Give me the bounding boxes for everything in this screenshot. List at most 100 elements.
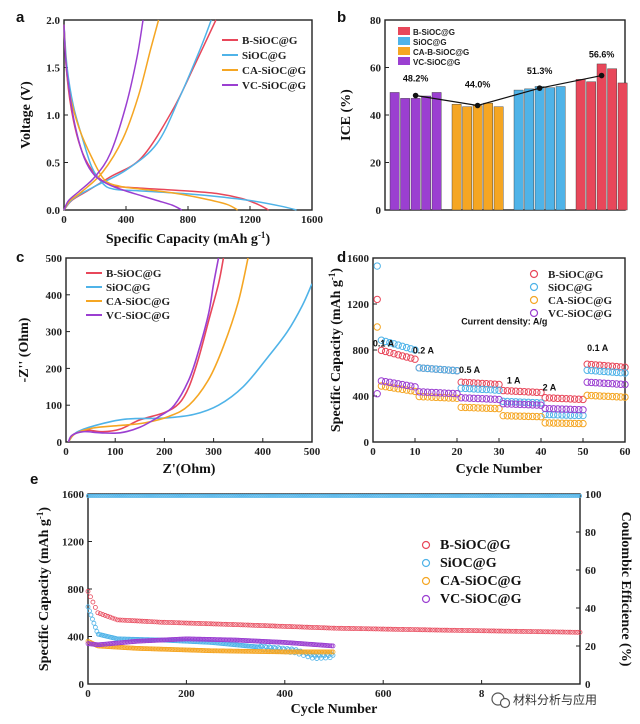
- cycling-data-point: [247, 622, 253, 628]
- cycling-data-point: [272, 623, 278, 629]
- cycling-data-point: [177, 647, 182, 653]
- cycling-data-point: [292, 624, 298, 630]
- cycling-data-point: [521, 629, 526, 634]
- cycling-data-point: [570, 629, 576, 635]
- cycling-data-point: [341, 625, 347, 631]
- cycling-data-point: [219, 637, 225, 643]
- cycling-data-point: [196, 621, 202, 626]
- cycling-data-point: [548, 629, 553, 635]
- cycling-data-point: [156, 646, 162, 652]
- cycling-data-point: [139, 618, 145, 624]
- cycling-data-point: [331, 625, 337, 631]
- cycling-data-point: [122, 645, 128, 651]
- ce-data-point: [143, 493, 148, 498]
- rate-data-point: [545, 394, 554, 402]
- cycling-data-point: [326, 643, 331, 649]
- ce-data-point: [495, 493, 500, 498]
- x-axis-label: Specific Capacity (mAh g-1): [106, 230, 271, 247]
- ce-data-point: [459, 493, 464, 498]
- rate-data-point: [444, 394, 453, 402]
- cycling-data-point: [461, 628, 467, 633]
- cycling-data-point: [118, 644, 123, 650]
- rate-data-point: [411, 383, 419, 391]
- cycling-data-point: [181, 647, 187, 653]
- cycling-data-point: [134, 618, 140, 624]
- current-density-annotation: Current density: A/g: [461, 317, 547, 327]
- charge-curve: [63, 19, 160, 211]
- cycling-data-point: [378, 626, 384, 632]
- ce-data-point: [410, 493, 415, 498]
- ce-data-point: [109, 493, 114, 498]
- cycling-data-point: [231, 637, 237, 643]
- ce-data-point: [304, 493, 309, 498]
- ce-data-point: [152, 493, 157, 498]
- y2-tick-label: 100: [585, 489, 602, 501]
- y-tick-label: 60: [370, 63, 382, 75]
- panel-d: d 0 10 20 30 40 50 60 0 400 800 1200 1600 0.1 A 0.2 A 0…: [327, 249, 631, 477]
- cycling-data-point: [287, 649, 293, 655]
- ce-data-point: [343, 493, 348, 498]
- cycling-data-point: [298, 649, 303, 655]
- cycling-data-point: [152, 619, 157, 625]
- cycling-data-point: [315, 649, 321, 655]
- ce-data-point: [243, 493, 248, 498]
- cycling-data-point: [293, 640, 299, 646]
- cycling-data-point: [464, 628, 470, 633]
- ce-data-point: [148, 493, 153, 498]
- cycling-data-point: [264, 639, 269, 644]
- cycling-data-point: [385, 626, 391, 632]
- cycling-data-point: [250, 622, 256, 628]
- cycling-data-point: [191, 620, 197, 626]
- ce-data-point: [330, 493, 335, 498]
- rate-data-point: [402, 381, 411, 390]
- ce-data-point: [497, 493, 502, 498]
- y-tick-label: 1.0: [46, 110, 60, 122]
- cycling-data-point: [163, 646, 169, 652]
- cycling-data-point: [261, 649, 267, 654]
- cycling-data-point: [178, 636, 184, 642]
- rate-data-point: [381, 382, 390, 391]
- cycling-data-point: [296, 649, 302, 655]
- cycling-data-point: [172, 637, 178, 642]
- ce-data-point: [141, 493, 146, 498]
- rate-data-point: [600, 392, 608, 400]
- cycling-data-point: [87, 608, 92, 614]
- cycling-data-point: [126, 645, 132, 651]
- cycling-data-point: [326, 649, 331, 655]
- cycling-data-point: [314, 649, 320, 655]
- cycling-data-point: [124, 618, 130, 623]
- rate-data-point: [549, 394, 558, 402]
- rate-data-point: [381, 337, 390, 346]
- plot-frame: [87, 493, 581, 685]
- ce-data-point: [129, 493, 134, 498]
- cycling-data-point: [363, 626, 369, 632]
- legend-label: B-SiOC@G: [548, 269, 604, 281]
- ce-data-point: [107, 493, 112, 498]
- discharge-curve: [63, 24, 297, 211]
- cycling-data-point: [193, 636, 199, 642]
- cycling-data-point: [353, 626, 359, 631]
- ce-data-point: [469, 493, 474, 498]
- cycling-data-point: [277, 639, 283, 645]
- rate-data-point: [507, 397, 516, 406]
- cycling-data-point: [292, 640, 298, 646]
- cycling-data-point: [197, 648, 203, 653]
- rate-data-point: [507, 387, 516, 395]
- cycling-data-point: [457, 628, 462, 633]
- discharge-curve: [63, 24, 183, 211]
- legend-marker: [421, 594, 431, 604]
- cycling-data-point: [338, 625, 344, 631]
- rate-data-point: [512, 400, 520, 408]
- cycling-data-point: [85, 588, 91, 594]
- cycling-data-point: [253, 649, 259, 654]
- panel-a: a 0 400 800 1200 1600 0.0 0.5 1.0 1.5 2.0 B-SiOC@G S…: [16, 9, 324, 247]
- ce-data-point: [507, 493, 512, 498]
- rate-data-point: [407, 345, 415, 353]
- ce-data-point: [231, 493, 236, 498]
- cycling-data-point: [278, 649, 284, 655]
- rate-data-point: [587, 366, 596, 375]
- rate-data-point: [457, 384, 465, 392]
- cycling-data-point: [265, 639, 271, 645]
- ce-data-point: [257, 493, 262, 498]
- ce-data-point: [125, 493, 130, 498]
